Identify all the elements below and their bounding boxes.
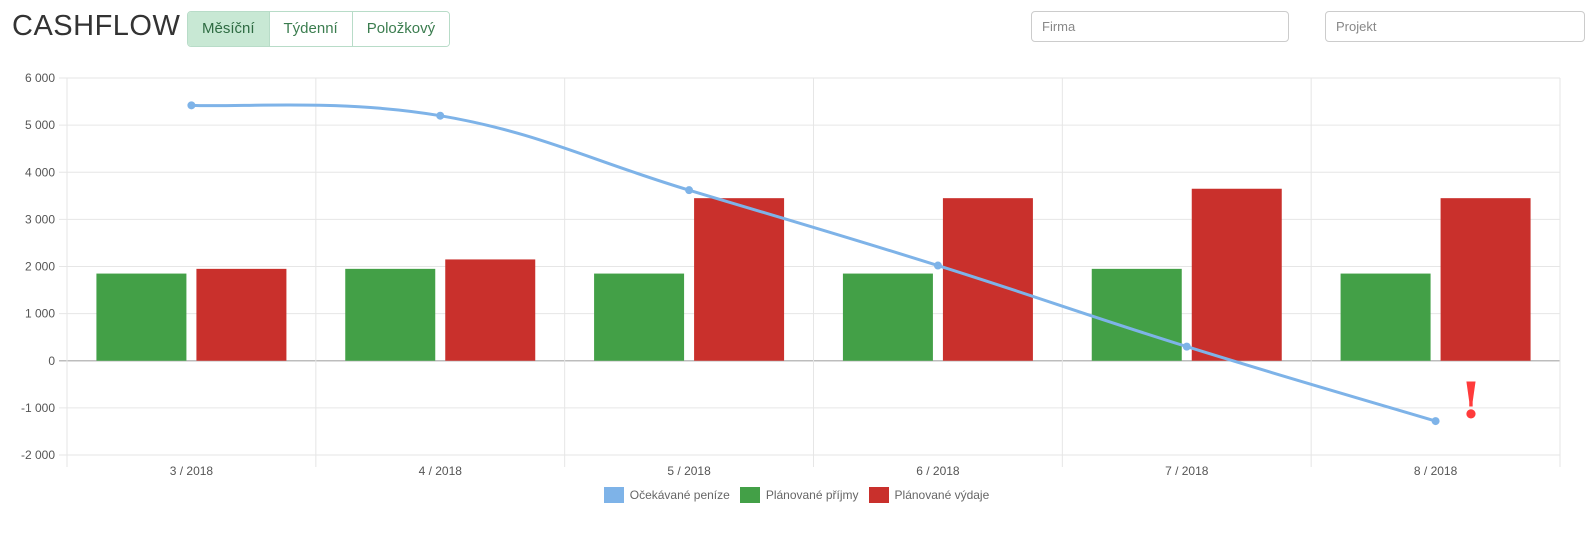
legend-label: Plánované příjmy (765, 488, 859, 502)
tab-itemized[interactable]: Položkový (352, 12, 450, 46)
expense-bar (1191, 188, 1282, 361)
tab-weekly[interactable]: Týdenní (269, 12, 353, 46)
x-tick-label: 8 / 2018 (1414, 464, 1458, 478)
legend-item-income[interactable]: Plánované příjmy (739, 487, 859, 503)
tab-monthly[interactable]: Měsíční (188, 12, 270, 46)
company-filter-input[interactable] (1031, 11, 1289, 42)
y-tick-label: 1 000 (25, 307, 55, 321)
income-bar (1340, 273, 1431, 361)
expected-money-point (1431, 417, 1440, 426)
expected-money-point (933, 261, 942, 270)
income-bar (345, 268, 436, 361)
legend-label: Plánované výdaje (894, 488, 990, 502)
legend-swatch (868, 487, 889, 503)
view-tabs: Měsíční Týdenní Položkový (187, 11, 451, 47)
expense-bar (1440, 198, 1531, 361)
legend-label: Očekávané peníze (629, 488, 730, 502)
y-tick-label: -2 000 (21, 448, 55, 462)
y-tick-label: 3 000 (25, 212, 55, 226)
expected-money-point (685, 186, 694, 195)
negative-balance-warning: ! (1460, 371, 1482, 430)
expected-money-line (191, 103, 1437, 423)
chart-legend: Očekávané peníze Plánované příjmy Plánov… (0, 487, 1593, 503)
x-tick-label: 5 / 2018 (667, 464, 711, 478)
legend-item-expected[interactable]: Očekávané peníze (603, 487, 730, 503)
page-title: CASHFLOW (12, 10, 181, 42)
x-tick-label: 7 / 2018 (1165, 464, 1209, 478)
income-bar (842, 273, 933, 361)
x-tick-label: 3 / 2018 (170, 464, 214, 478)
y-tick-label: 6 000 (25, 71, 55, 85)
y-tick-label: 2 000 (25, 260, 55, 274)
expense-bar (196, 268, 287, 361)
legend-item-expenses[interactable]: Plánované výdaje (868, 487, 990, 503)
expected-money-point (436, 111, 445, 120)
expense-bar (694, 198, 785, 361)
expense-bar (942, 198, 1033, 361)
income-bar (594, 273, 685, 361)
income-bar (1091, 268, 1182, 361)
x-tick-label: 6 / 2018 (916, 464, 960, 478)
income-bar (96, 273, 187, 361)
project-filter-input[interactable] (1325, 11, 1585, 42)
expected-money-point (1182, 342, 1191, 351)
legend-swatch (603, 487, 624, 503)
expected-money-point (187, 101, 196, 110)
x-tick-label: 4 / 2018 (419, 464, 463, 478)
y-tick-label: 0 (48, 354, 55, 368)
expense-bar (445, 259, 536, 361)
cashflow-chart: 6 000 5 000 4 000 3 000 2 000 1 000 0 -1 000 -2 … (21, 71, 1561, 478)
y-tick-label: -1 000 (21, 401, 55, 415)
y-tick-label: 4 000 (25, 165, 55, 179)
y-tick-label: 5 000 (25, 118, 55, 132)
legend-swatch (739, 487, 760, 503)
